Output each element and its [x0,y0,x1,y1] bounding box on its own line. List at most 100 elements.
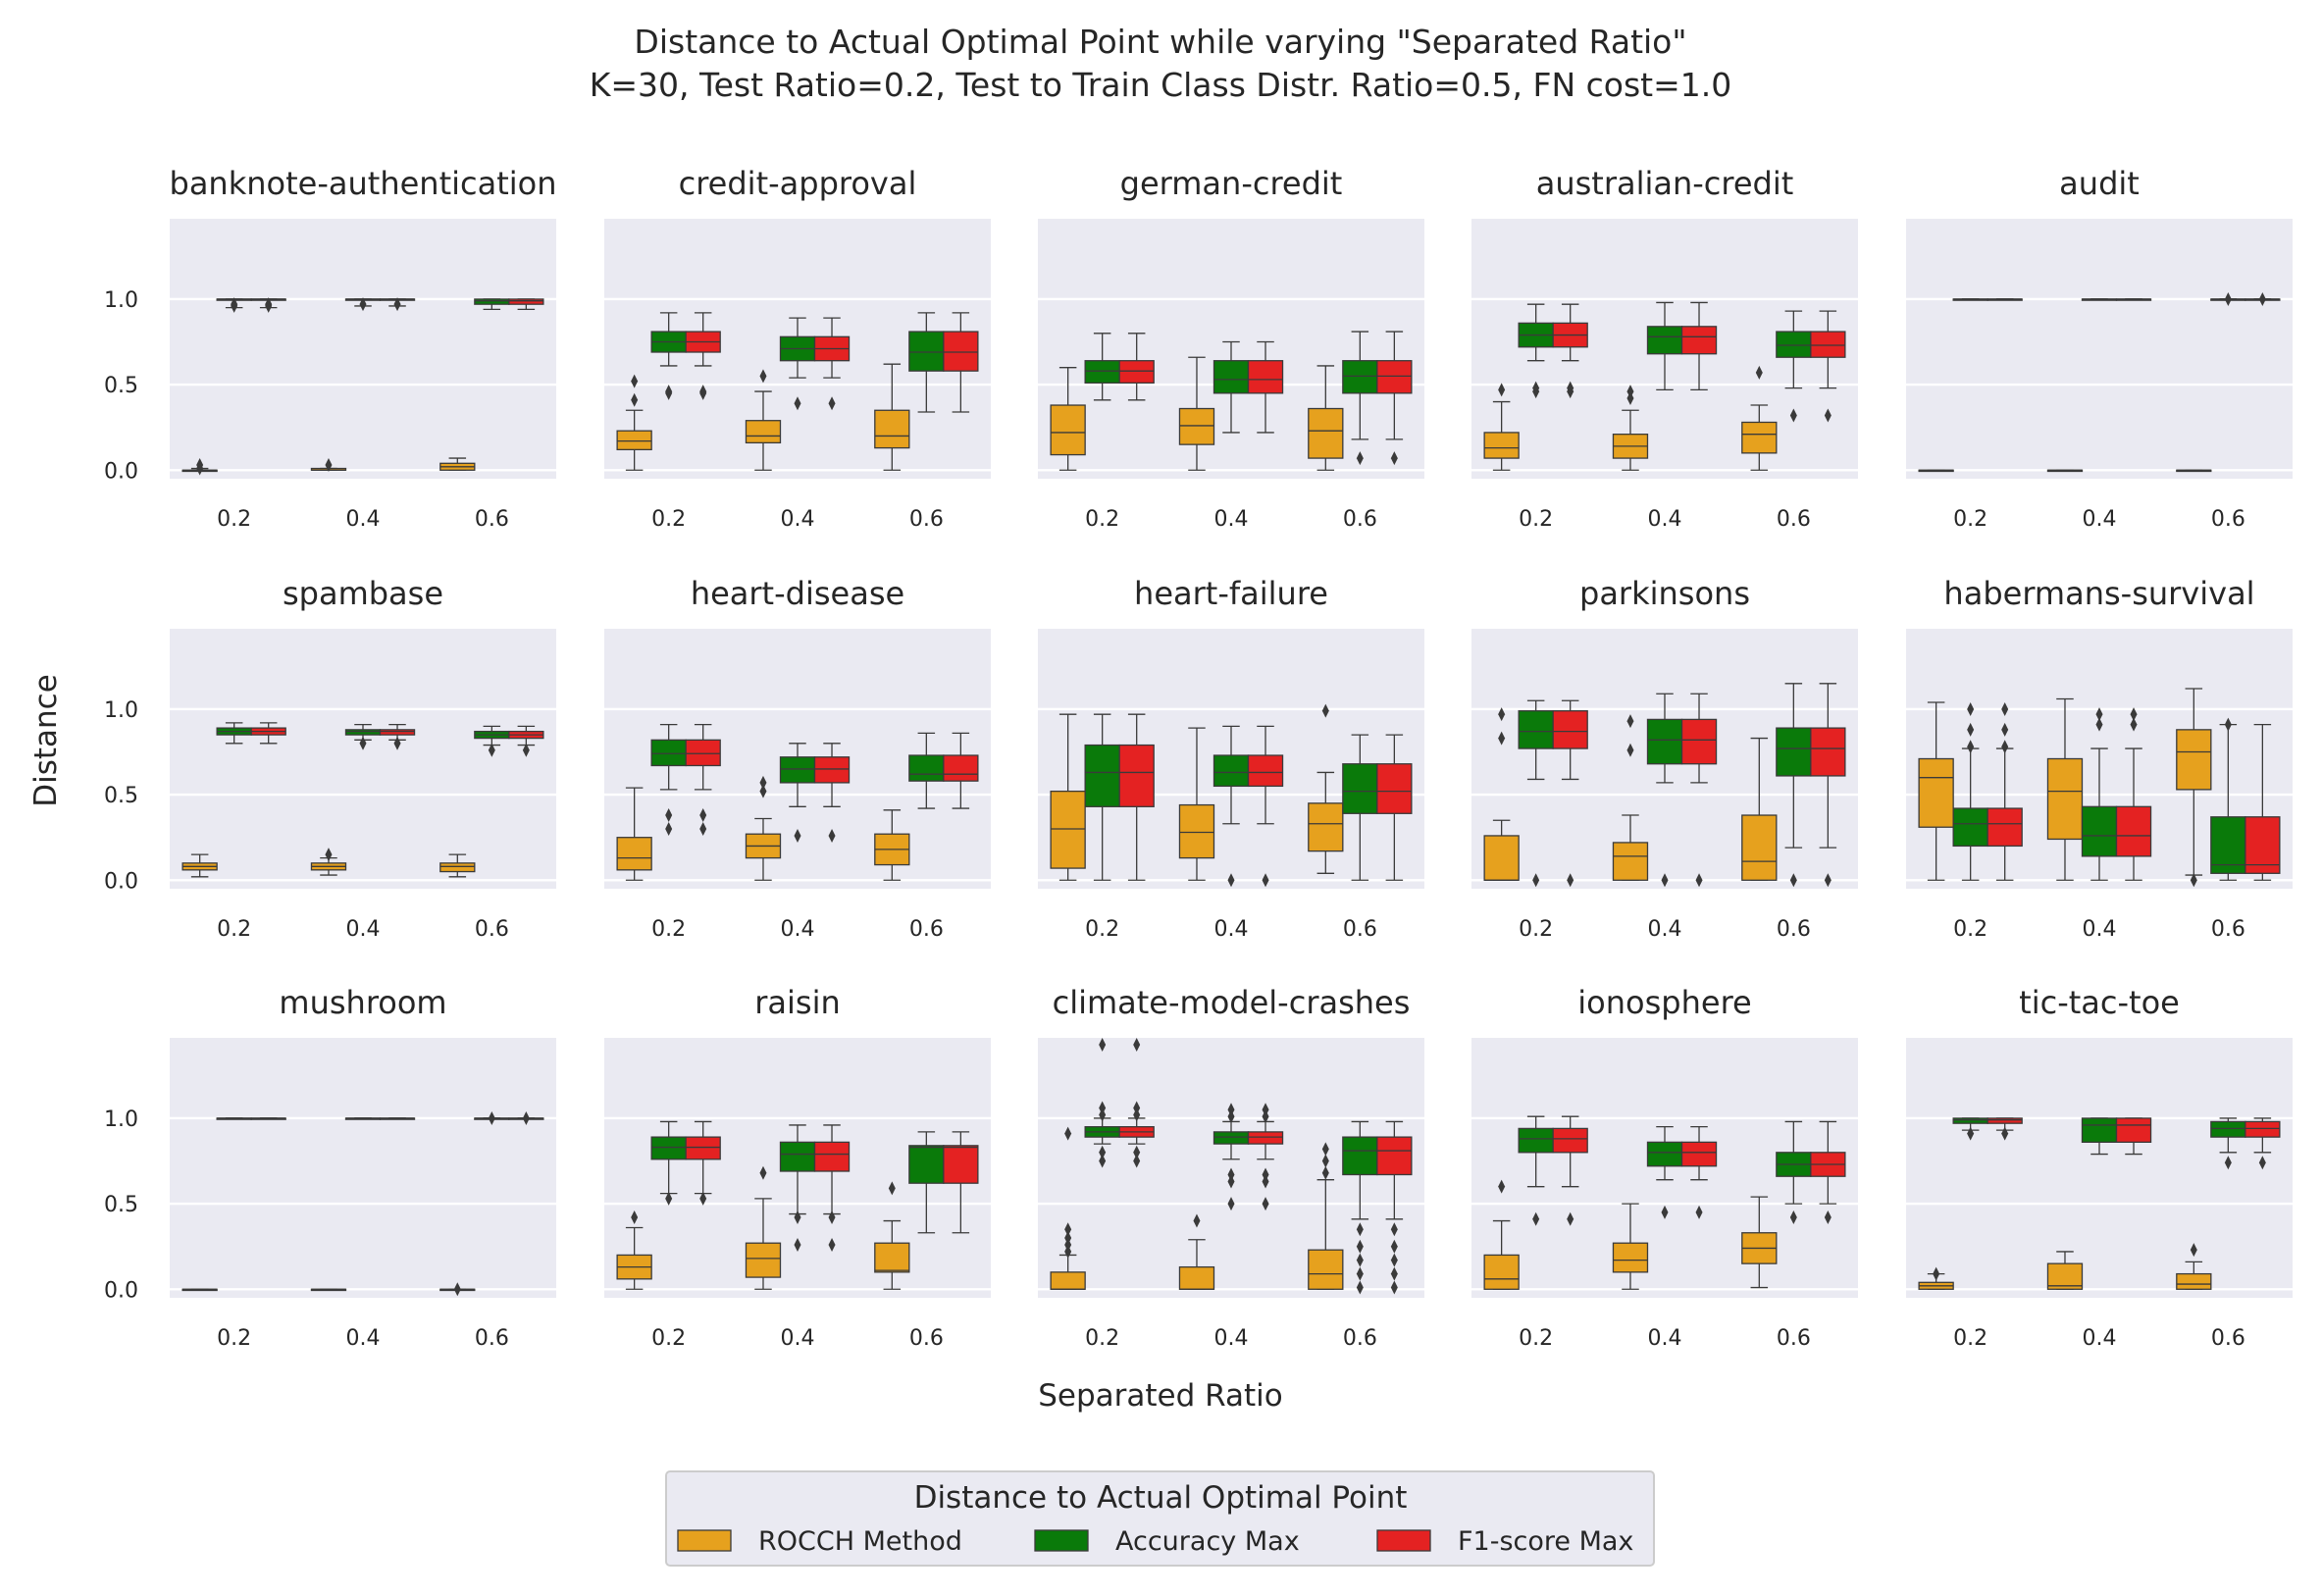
outlier-point [665,808,673,823]
outlier-point [359,736,367,750]
x-tick-label: 0.4 [781,1326,815,1351]
box [1612,842,1649,881]
x-tick-label: 0.2 [1519,917,1553,942]
x-tick-label: 0.6 [475,1326,509,1351]
panel-parkinsons: parkinsons 0.2 0.4 0.6 [1471,575,1858,942]
box [379,729,416,736]
outlier-point [1356,1253,1364,1267]
outlier-point [2130,717,2138,732]
outlier-point [665,1191,673,1206]
box [1178,1265,1215,1290]
x-tick-label: 0.6 [475,507,509,532]
y-tick-label: 0.5 [104,784,138,808]
x-tick-label: 0.4 [2083,1326,2117,1351]
outlier-point [631,392,639,407]
panel-german-credit: german-credit 0.2 0.4 0.6 [1038,165,1424,532]
box [685,739,721,767]
outlier-point [1262,1197,1269,1211]
x-tick-label: 0.2 [1085,917,1119,942]
outlier-point [1262,873,1269,888]
outlier-point [1356,1280,1364,1295]
box [1247,1131,1284,1145]
outlier-point [1661,873,1669,888]
box [616,430,652,451]
outlier-point [1064,1126,1072,1141]
outlier-point [1789,873,1797,888]
box [1518,710,1554,749]
x-tick-label: 0.4 [346,507,381,532]
outlier-point [1498,731,1506,746]
outlier-point [1933,1266,1940,1281]
legend-swatch [1034,1529,1089,1552]
box [1612,1242,1649,1273]
legend-title: Distance to Actual Optimal Point [914,1480,1408,1516]
y-tick-label: 1.0 [104,288,138,313]
outlier-point [231,298,238,313]
plot-area [170,219,556,479]
box [1483,1254,1520,1290]
panel-title: parkinsons [1579,575,1750,612]
outlier-point [1532,873,1540,888]
outlier-point [2001,1126,2009,1141]
outlier-point [1498,1179,1506,1194]
outlier-point [1824,1210,1832,1225]
outlier-point [794,396,801,411]
outlier-point [1532,1211,1540,1226]
legend-label: ROCCH Method [758,1526,962,1557]
outlier-point [699,386,707,400]
box [1342,360,1378,394]
box [1483,432,1520,459]
x-tick-label: 0.4 [1214,1326,1249,1351]
box [1987,1117,2023,1124]
x-tick-label: 0.2 [651,1326,686,1351]
x-tick-label: 0.4 [2083,507,2117,532]
outlier-point [1133,1107,1141,1122]
outlier-point [1498,383,1506,397]
box [1050,1271,1086,1290]
outlier-point [828,396,836,411]
outlier-point [1356,1239,1364,1254]
panel-heart-failure: heart-failure 0.2 0.4 0.6 [1038,575,1424,942]
outlier-point [1390,1253,1398,1267]
outlier-point [1661,1205,1669,1219]
x-tick-label: 0.6 [1777,1326,1811,1351]
outlier-point [1390,1239,1398,1254]
x-tick-label: 0.6 [1777,507,1811,532]
outlier-point [1133,1154,1141,1168]
panel-habermans-survival: habermans-survival 0.2 0.4 0.6 [1906,575,2293,942]
x-tick-label: 0.6 [475,917,509,942]
outlier-point [2224,1156,2232,1170]
y-tick-label: 0.0 [104,869,138,894]
outlier-point [1099,1107,1107,1122]
outlier-point [1967,740,1975,754]
outlier-point [794,1210,801,1225]
outlier-point [828,1210,836,1225]
outlier-point [1390,1280,1398,1295]
panel-title: credit-approval [679,165,917,202]
outlier-point [1321,1154,1329,1168]
box [1376,1136,1413,1176]
box [779,756,816,784]
x-tick-label: 0.2 [1085,507,1119,532]
legend: Distance to Actual Optimal Point ROCCH M… [665,1470,1655,1567]
panel-tic-tac-toe: tic-tac-toe 0.2 0.4 0.6 [1906,984,2293,1351]
box [1552,710,1588,749]
x-tick-label: 0.6 [2211,917,2245,942]
box [874,409,910,449]
box [650,1136,687,1160]
outlier-point [1262,1109,1269,1124]
outlier-point [393,736,401,750]
box [1518,1127,1554,1154]
outlier-point [1227,1174,1235,1189]
box [1680,1141,1718,1167]
outlier-point [359,297,367,312]
box [1646,326,1683,355]
box [1952,1117,1988,1124]
box [2046,757,2084,841]
box [1776,331,1812,358]
outlier-point [265,298,273,313]
outlier-point [1390,1266,1398,1281]
x-tick-label: 0.6 [2211,1326,2245,1351]
box [2081,1117,2118,1143]
outlier-point [1227,873,1235,888]
